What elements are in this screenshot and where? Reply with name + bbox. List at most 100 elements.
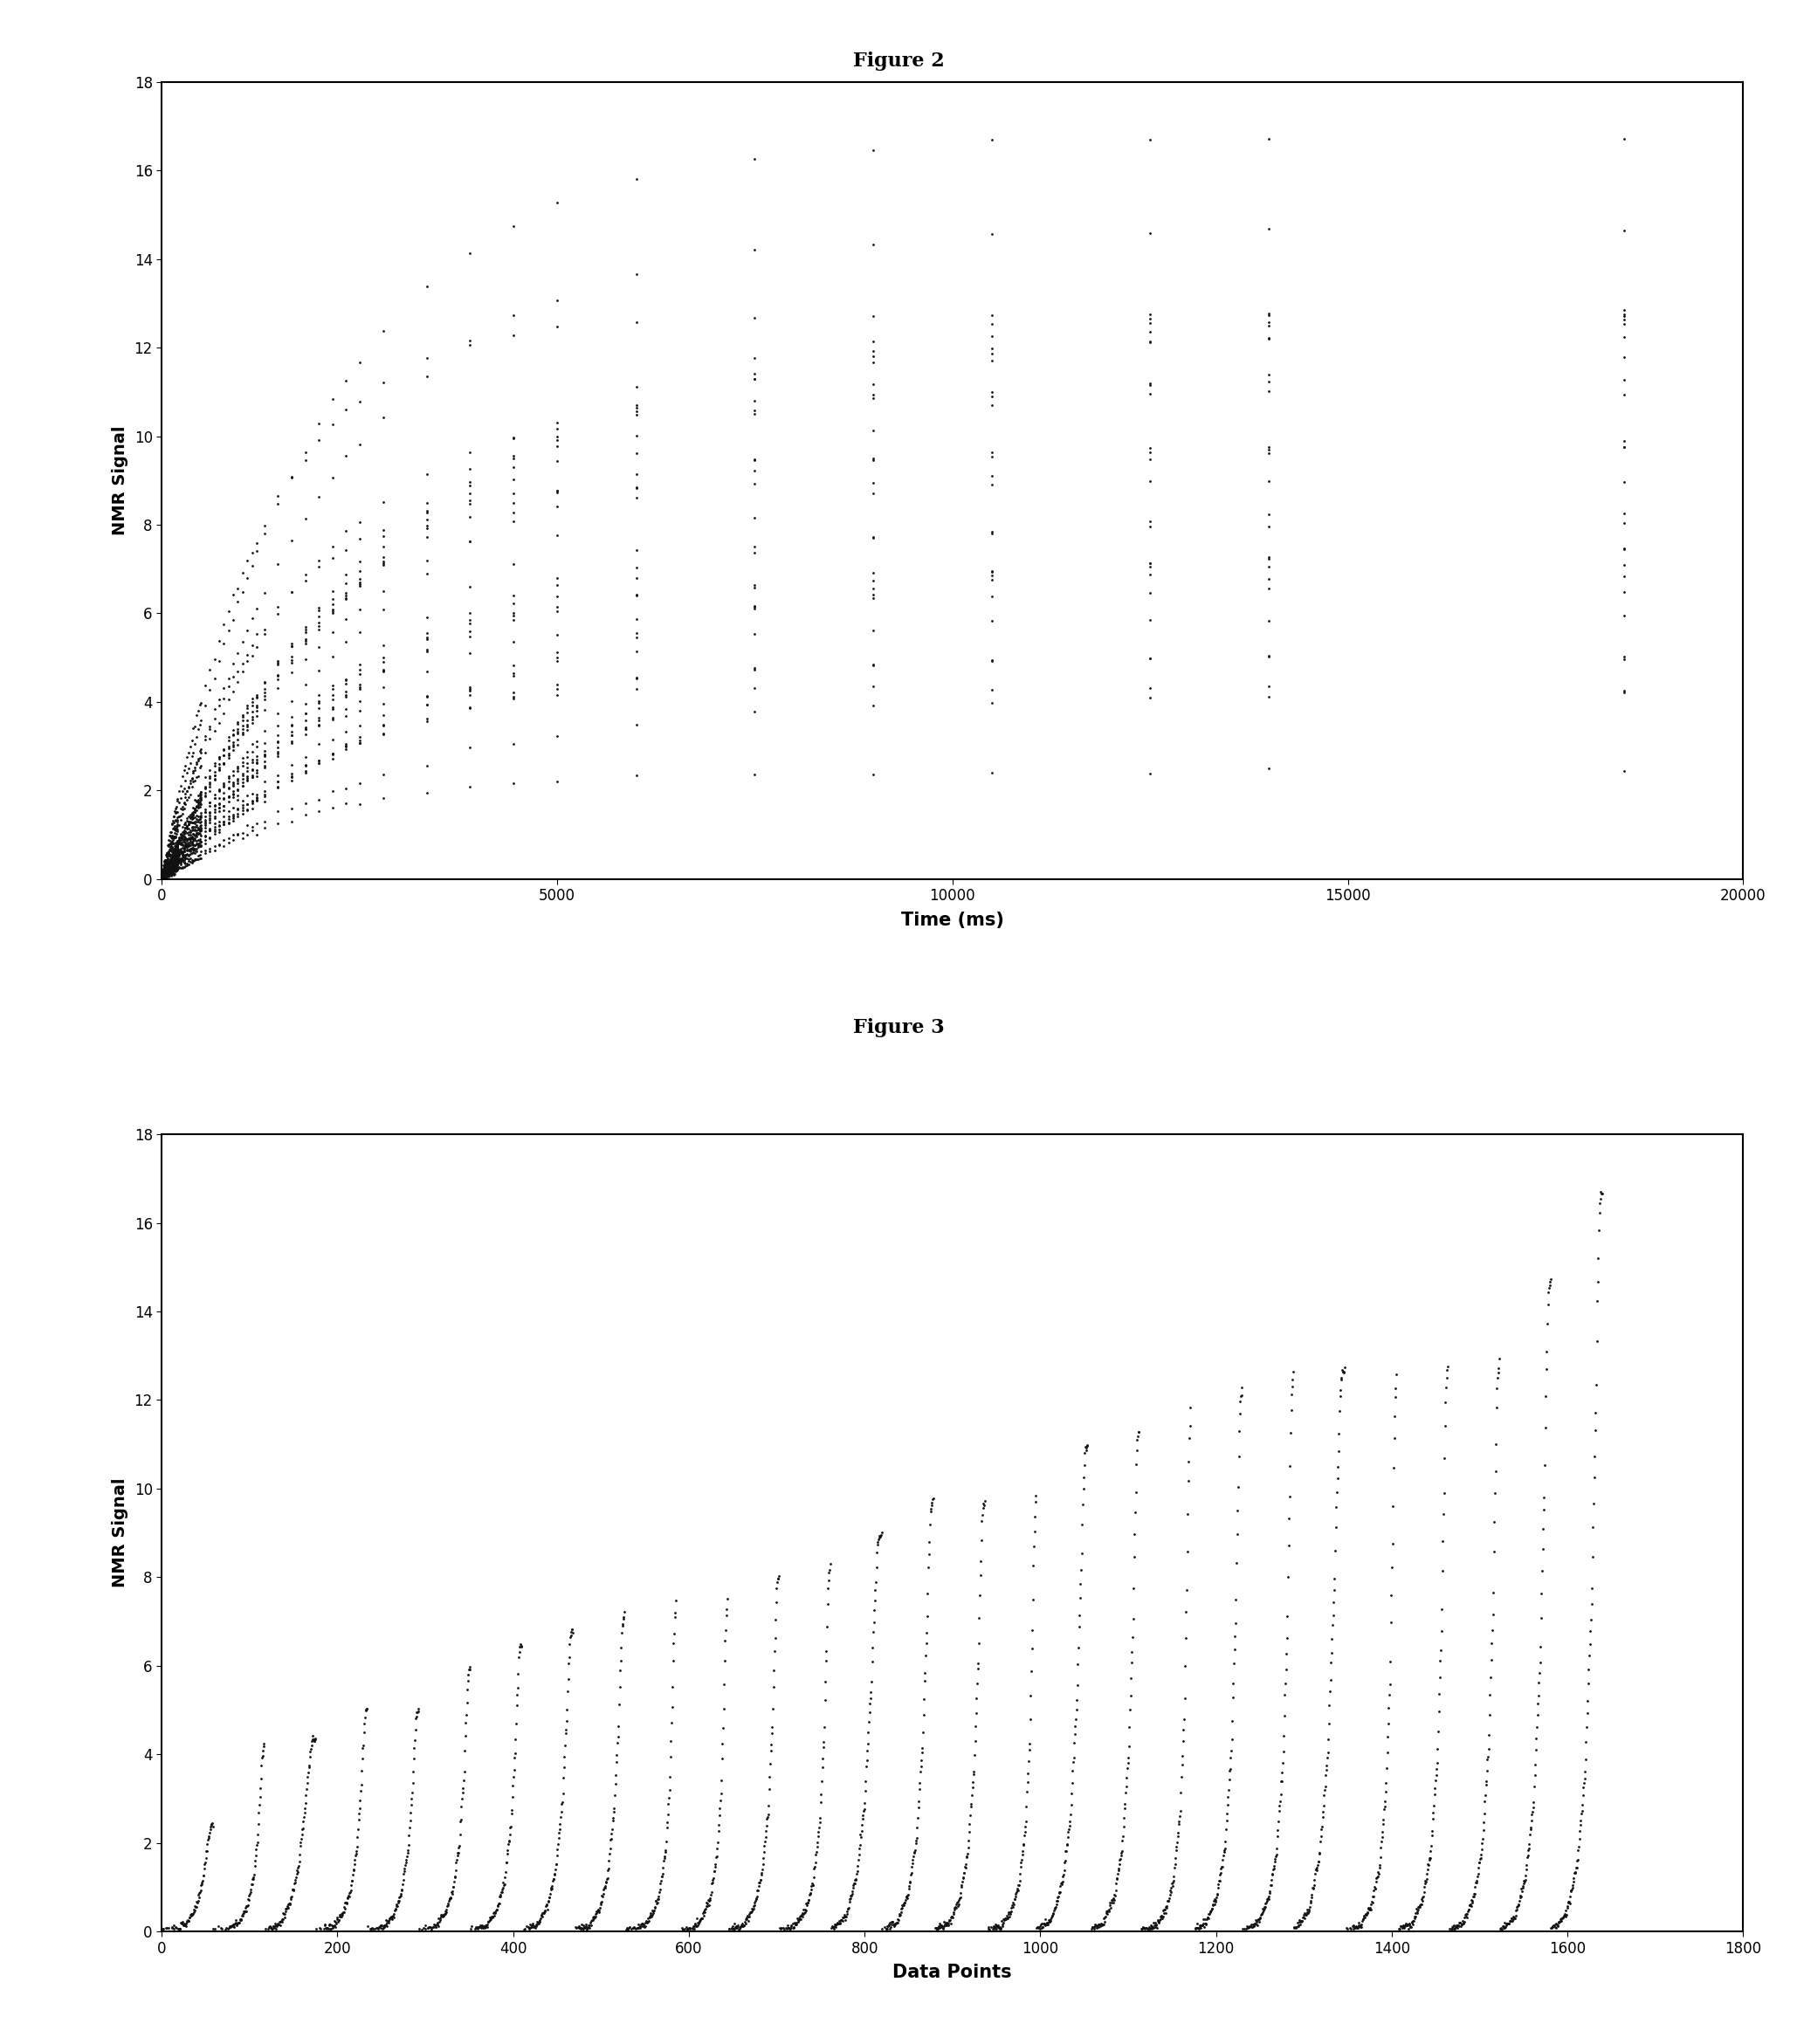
Point: [622, 562, 651, 595]
Point: [1452, 1901, 1481, 1934]
Point: [165, 822, 194, 854]
Point: [647, 1864, 676, 1897]
Point: [1308, 1795, 1337, 1827]
Point: [1360, 1870, 1389, 1903]
Point: [162, 832, 190, 865]
Point: [1551, 1893, 1580, 1925]
Point: [147, 858, 176, 891]
Point: [160, 795, 189, 828]
Point: [185, 1876, 214, 1909]
Point: [151, 856, 180, 889]
Point: [983, 1909, 1012, 1942]
Point: [194, 1821, 223, 1854]
Point: [1468, 1813, 1497, 1846]
Point: [733, 1899, 762, 1932]
Point: [237, 707, 266, 740]
Point: [879, 1907, 907, 1940]
Point: [412, 544, 440, 576]
Point: [1030, 1909, 1058, 1942]
Point: [149, 861, 178, 893]
Point: [149, 861, 178, 893]
Point: [149, 854, 178, 887]
Point: [183, 785, 212, 818]
Point: [753, 1803, 782, 1836]
Point: [149, 858, 178, 891]
Point: [1538, 1909, 1567, 1942]
Point: [683, 1903, 712, 1936]
Point: [151, 848, 180, 881]
Point: [978, 756, 1006, 789]
Point: [1580, 1488, 1608, 1521]
Point: [156, 848, 185, 881]
Point: [174, 820, 203, 852]
Point: [1258, 1854, 1287, 1887]
Point: [187, 811, 216, 844]
Point: [530, 1897, 559, 1930]
Point: [205, 644, 234, 677]
Point: [1182, 1911, 1211, 1944]
Point: [491, 1856, 519, 1889]
Point: [228, 758, 257, 791]
Point: [1456, 1889, 1484, 1921]
Point: [155, 854, 183, 887]
Point: [156, 830, 185, 863]
Point: [383, 1887, 412, 1919]
Point: [530, 1897, 559, 1930]
Point: [237, 630, 266, 662]
Point: [1423, 1746, 1452, 1778]
Point: [643, 1887, 672, 1919]
Point: [160, 820, 189, 852]
Point: [181, 699, 210, 732]
Point: [205, 814, 234, 846]
Point: [546, 1809, 575, 1842]
Point: [1483, 1372, 1511, 1404]
Point: [165, 1911, 194, 1944]
Point: [237, 791, 266, 824]
Point: [372, 1909, 401, 1942]
Point: [640, 1891, 668, 1923]
Point: [647, 1860, 676, 1893]
Point: [1254, 605, 1283, 638]
Point: [149, 856, 178, 889]
Point: [1504, 1885, 1533, 1917]
Point: [528, 1897, 557, 1930]
Point: [942, 1893, 970, 1925]
Point: [151, 858, 180, 891]
Point: [368, 1911, 397, 1944]
Point: [757, 1748, 785, 1780]
Point: [368, 513, 397, 546]
Point: [1610, 309, 1639, 341]
Point: [149, 858, 178, 891]
Point: [1457, 1885, 1486, 1917]
Point: [1292, 1897, 1321, 1930]
Point: [158, 842, 187, 875]
Point: [915, 1551, 943, 1584]
Point: [223, 818, 252, 850]
Point: [552, 1705, 580, 1737]
Point: [169, 840, 198, 873]
Point: [223, 762, 252, 795]
Point: [1296, 1887, 1324, 1919]
Point: [1274, 1502, 1303, 1535]
Point: [431, 1895, 460, 1927]
Point: [180, 797, 208, 830]
Point: [386, 1878, 415, 1911]
Point: [1226, 1396, 1254, 1429]
Point: [153, 844, 181, 877]
Point: [1547, 1901, 1576, 1934]
Point: [528, 1901, 557, 1934]
Point: [1161, 1852, 1190, 1885]
Point: [388, 1868, 417, 1901]
Point: [1256, 1868, 1285, 1901]
Point: [900, 1836, 929, 1868]
Point: [244, 1797, 273, 1829]
Point: [151, 856, 180, 889]
Point: [147, 858, 176, 891]
Point: [909, 1715, 938, 1748]
Point: [1359, 1880, 1387, 1913]
Point: [291, 717, 320, 750]
Point: [845, 1829, 873, 1862]
Point: [1610, 507, 1639, 540]
Point: [645, 1874, 674, 1907]
Point: [165, 824, 194, 856]
